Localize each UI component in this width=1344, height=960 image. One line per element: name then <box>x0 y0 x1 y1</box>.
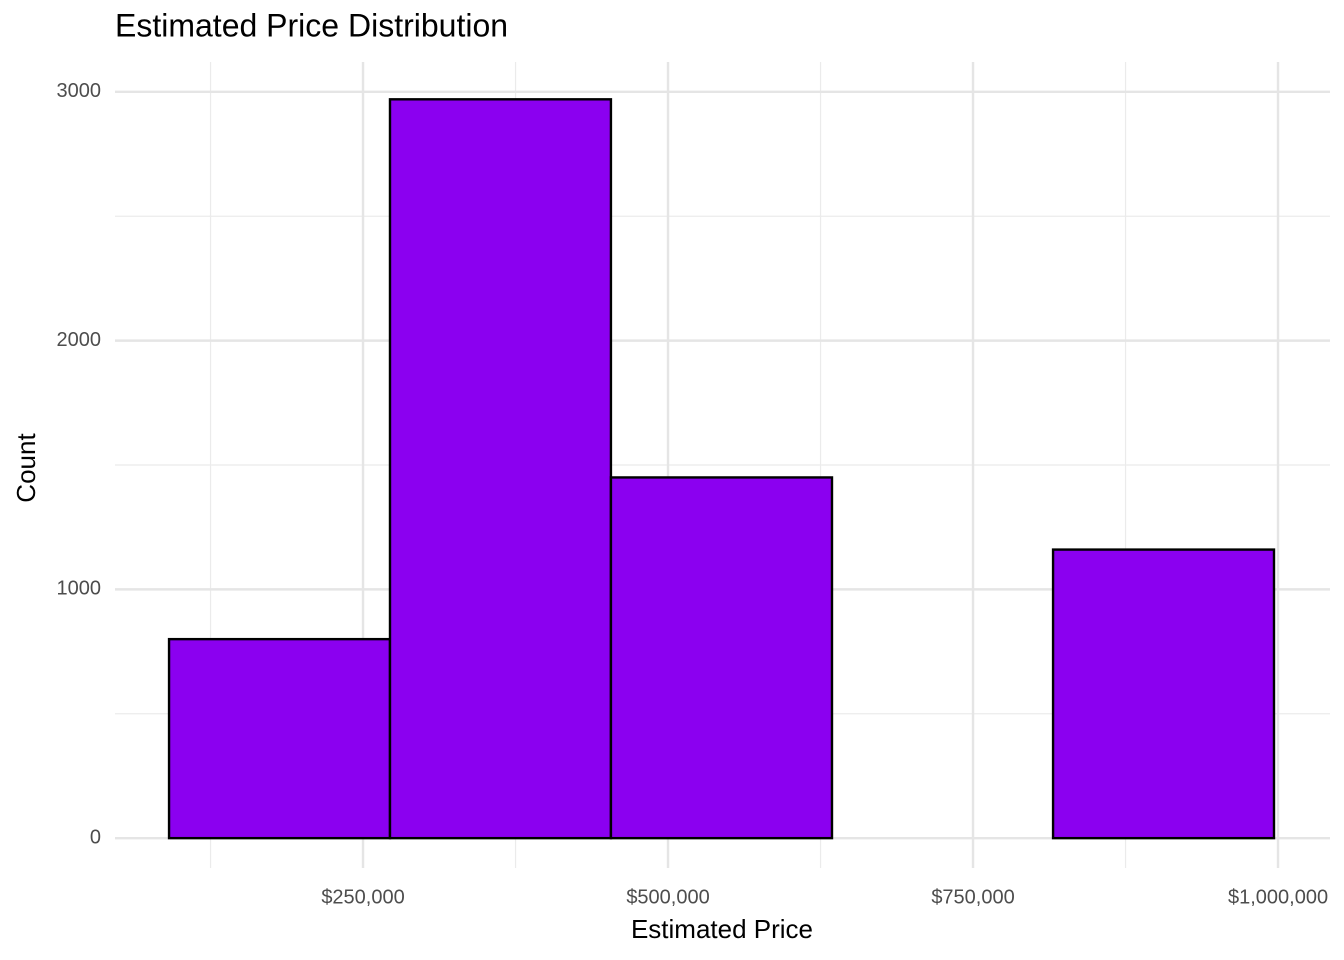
bar <box>609 476 834 840</box>
x-tick-label: $750,000 <box>931 886 1014 908</box>
y-tick-label: 2000 <box>57 329 102 351</box>
x-tick-label: $250,000 <box>321 886 404 908</box>
y-tick-label: 0 <box>90 826 101 848</box>
y-axis-label: Count <box>11 433 41 503</box>
x-tick-label: $500,000 <box>626 886 709 908</box>
bar <box>1051 548 1276 840</box>
y-tick-label: 1000 <box>57 578 102 600</box>
bar <box>388 98 613 840</box>
x-tick-label: $1,000,000 <box>1228 886 1328 908</box>
x-axis-label: Estimated Price <box>631 914 813 944</box>
bar <box>167 637 392 840</box>
y-tick-label: 3000 <box>57 80 102 102</box>
chart-title: Estimated Price Distribution <box>115 7 508 43</box>
